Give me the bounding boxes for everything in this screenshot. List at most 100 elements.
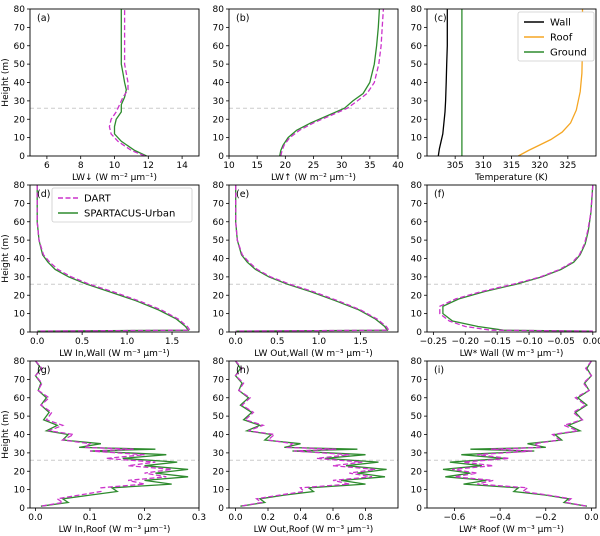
y-tick-label: 40 [411, 79, 423, 89]
panel-tag: (f) [434, 189, 445, 200]
y-tick-label: 10 [213, 310, 225, 320]
y-tick-label: 20 [213, 291, 225, 301]
y-tick-label: 80 [411, 5, 423, 15]
x-axis-label: LW* Roof (W m⁻³ μm⁻¹) [459, 525, 564, 535]
series-line-spartacus-urban [442, 185, 594, 332]
y-tick-label: 20 [14, 467, 26, 477]
y-tick-label: 60 [14, 218, 26, 228]
y-tick-label: 60 [411, 394, 423, 404]
y-tick-label: 30 [411, 97, 423, 107]
x-tick-label: 8 [78, 161, 84, 171]
y-axis-label: Height (m) [1, 234, 11, 282]
x-tick-label: 35 [364, 161, 375, 171]
x-tick-label: −0.10 [515, 337, 543, 347]
y-tick-label: 20 [14, 115, 26, 125]
x-axis-label: LW In,Roof (W m⁻³ μm⁻¹) [59, 525, 171, 535]
x-tick-label: 0.1 [83, 513, 97, 523]
panel-tag: (i) [434, 365, 444, 376]
x-tick-label: 6 [44, 161, 50, 171]
panel-i: 0 10 20 30 40 50 60 70 80 −0.6 −0.4 −0.2 0.0 (i) LW* R… [411, 357, 599, 535]
y-tick-label: 80 [213, 357, 225, 367]
y-tick-label: 30 [213, 449, 225, 459]
y-tick-label: 10 [213, 486, 225, 496]
x-tick-label: 305 [447, 161, 464, 171]
y-tick-label: 80 [14, 357, 26, 367]
y-tick-label: 70 [14, 23, 26, 33]
y-tick-label: 60 [14, 42, 26, 52]
panel-tag: (d) [37, 189, 50, 200]
y-tick-label: 60 [411, 42, 423, 52]
y-tick-label: 60 [213, 42, 225, 52]
x-tick-label: 40 [392, 161, 404, 171]
series-line-spartacus-urban [113, 9, 147, 156]
x-tick-label: 0.6 [326, 513, 341, 523]
panel-c: 0 10 20 30 40 50 60 70 80 305 310 315 320 325 (c) Tempe… [411, 5, 597, 183]
plot-frame [426, 184, 597, 333]
x-tick-label: 0.0 [228, 337, 243, 347]
legend-label: Wall [550, 18, 571, 29]
legend-label: DART [84, 194, 112, 205]
panel-d: 0 10 20 30 40 50 60 70 80 0.0 0.5 1.0 1.5 (d) LW In,Wa… [1, 181, 200, 359]
y-tick-label: 0 [416, 152, 422, 162]
x-tick-label: 15 [251, 161, 262, 171]
y-tick-label: 70 [411, 199, 423, 209]
panel-tag: (e) [236, 189, 249, 200]
x-tick-label: 1.5 [353, 337, 367, 347]
panel-tag: (b) [236, 13, 249, 24]
panel-tag: (c) [434, 13, 447, 24]
y-tick-label: 50 [213, 236, 225, 246]
y-tick-label: 20 [411, 467, 423, 477]
x-tick-label: 0.00 [583, 337, 600, 347]
y-tick-label: 40 [411, 431, 423, 441]
y-tick-label: 0 [19, 152, 25, 162]
x-tick-label: 0.0 [28, 513, 43, 523]
x-tick-label: 0.5 [270, 337, 284, 347]
y-tick-label: 10 [411, 310, 423, 320]
x-tick-label: 14 [176, 161, 188, 171]
y-tick-label: 0 [218, 328, 224, 338]
x-tick-label: 0.2 [137, 513, 151, 523]
y-tick-label: 20 [213, 467, 225, 477]
y-tick-label: 50 [213, 412, 225, 422]
y-tick-label: 0 [416, 504, 422, 514]
y-tick-label: 30 [213, 273, 225, 283]
plot-frame [228, 360, 399, 509]
panel-tag: (h) [236, 365, 249, 376]
y-tick-label: 0 [19, 504, 25, 514]
x-axis-label: Temperature (K) [474, 173, 548, 183]
series-line-wall [437, 9, 448, 156]
y-tick-label: 30 [213, 97, 225, 107]
x-tick-label: 1.5 [165, 337, 179, 347]
y-tick-label: 80 [14, 5, 26, 15]
y-tick-label: 70 [411, 23, 423, 33]
x-tick-label: −0.15 [483, 337, 511, 347]
x-tick-label: 25 [308, 161, 319, 171]
legend-box [517, 11, 595, 62]
y-tick-label: 40 [411, 255, 423, 265]
x-tick-label: −0.20 [451, 337, 479, 347]
x-tick-label: 325 [559, 161, 576, 171]
legend-box [51, 187, 193, 223]
y-tick-label: 10 [14, 134, 26, 144]
y-tick-label: 10 [213, 134, 225, 144]
y-tick-label: 80 [14, 181, 26, 191]
plot-frame [426, 360, 597, 509]
x-tick-label: 1.0 [120, 337, 135, 347]
plot-frame [228, 8, 399, 157]
series-line-dart [235, 185, 391, 332]
y-tick-label: 30 [14, 449, 26, 459]
y-tick-label: 70 [213, 199, 225, 209]
x-tick-label: 0.8 [358, 513, 373, 523]
series-line-spartacus-urban [235, 185, 389, 332]
y-tick-label: 50 [411, 236, 423, 246]
y-tick-label: 40 [14, 79, 26, 89]
y-tick-label: 50 [14, 236, 26, 246]
series-line-spartacus-urban [234, 361, 387, 507]
y-tick-label: 60 [411, 218, 423, 228]
x-tick-label: 0.4 [293, 513, 308, 523]
y-tick-label: 40 [213, 431, 225, 441]
y-tick-label: 10 [411, 134, 423, 144]
y-tick-label: 50 [411, 412, 423, 422]
y-axis-label: Height (m) [1, 58, 11, 106]
